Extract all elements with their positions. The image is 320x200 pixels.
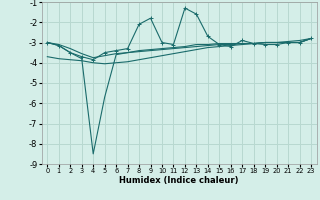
X-axis label: Humidex (Indice chaleur): Humidex (Indice chaleur) [119,176,239,185]
